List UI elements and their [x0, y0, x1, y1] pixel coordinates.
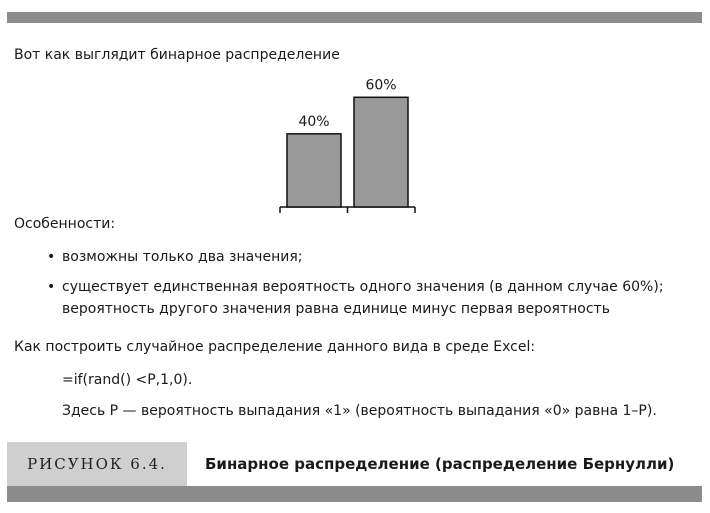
figure-label: РИСУНОК 6.4. [7, 442, 187, 486]
features-list: возможны только два значения; существует… [47, 246, 664, 320]
how-to-text: Как построить случайное распределение да… [14, 339, 536, 355]
bar-0 [286, 133, 342, 208]
top-band [7, 12, 702, 23]
intro-text: Вот как выглядит бинарное распределение [14, 47, 340, 63]
bullet-item: возможны только два значения; [47, 246, 664, 268]
bar-value-label: 40% [298, 114, 329, 130]
bullet-item: существует единственная вероятность одно… [47, 276, 664, 298]
bar-1 [353, 96, 409, 208]
excel-formula: =if(rand() <P,1,0). [62, 372, 193, 388]
bullet-continuation: вероятность другого значения равна едини… [62, 301, 610, 317]
features-heading: Особенности: [14, 216, 116, 232]
figure-title: Бинарное распределение (распределение Бе… [205, 455, 675, 473]
bar-value-label: 60% [365, 77, 396, 93]
probability-note: Здесь P — вероятность выпадания «1» (вер… [62, 403, 657, 419]
bottom-band [7, 486, 702, 502]
